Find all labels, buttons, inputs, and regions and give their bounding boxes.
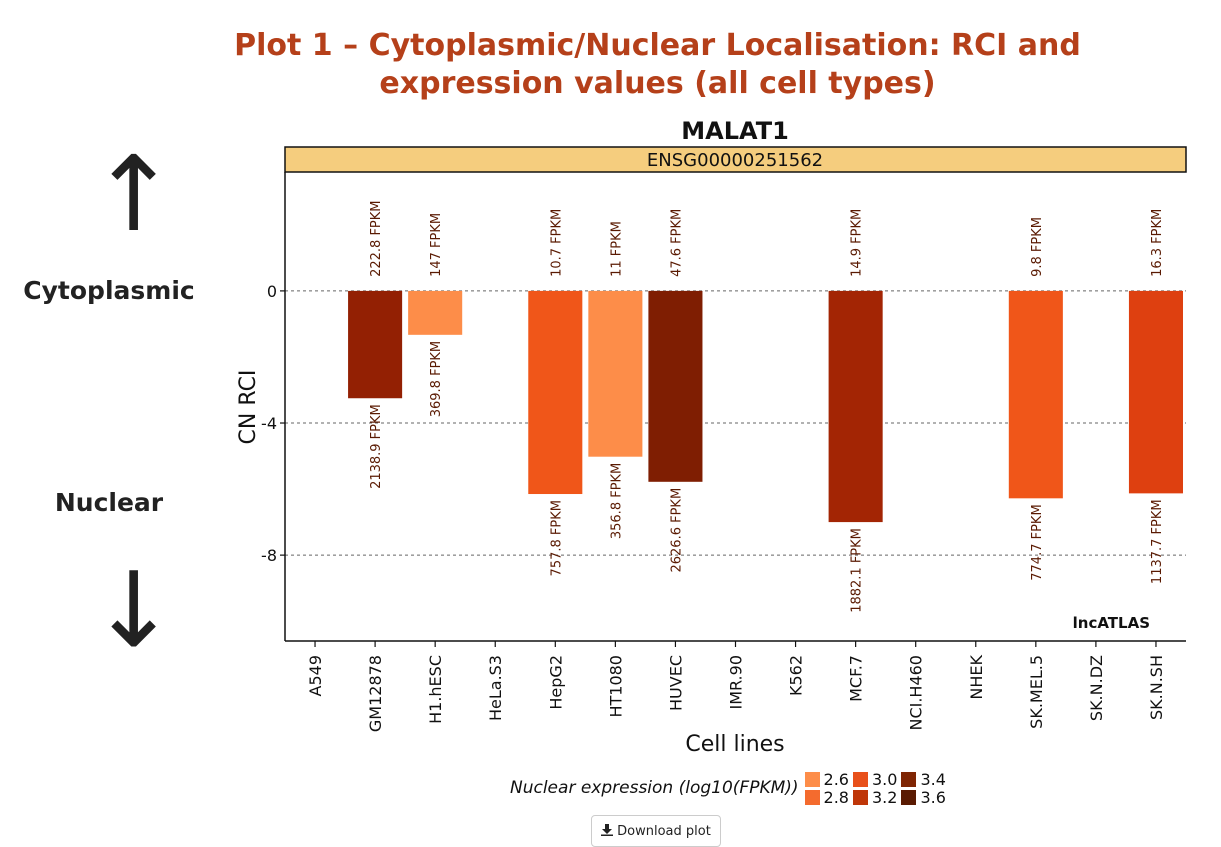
- legend-label: 3.0: [871, 769, 898, 789]
- x-tick-label: SK.N.DZ: [1087, 655, 1106, 721]
- x-tick-label: IMR.90: [727, 655, 746, 710]
- watermark-label: lncATLAS: [1073, 614, 1150, 632]
- bar: [588, 290, 643, 457]
- nuclear-fpkm-label: 369.8 FPKM: [429, 341, 444, 417]
- x-axis-label: Cell lines: [685, 732, 784, 757]
- x-tick-label: K562: [787, 655, 806, 696]
- y-axis-label: CN RCI: [236, 370, 261, 445]
- legend-item: 3.6: [901, 787, 946, 807]
- x-tick-label: GM12878: [366, 655, 385, 732]
- x-tick-label: A549: [306, 655, 325, 696]
- legend-swatch: [901, 789, 917, 805]
- legend-title: Nuclear expression (log10(FPKM)): [510, 778, 799, 798]
- x-tick-label: HepG2: [546, 655, 565, 710]
- legend-swatch: [852, 771, 868, 787]
- bar: [528, 290, 583, 495]
- y-ticks: 0 -4 -8: [261, 282, 285, 565]
- legend-label: 3.2: [871, 787, 898, 807]
- page-title: Plot 1 – Cytoplasmic/Nuclear Localisatio…: [200, 27, 1115, 103]
- nuclear-label: Nuclear: [54, 488, 164, 517]
- page-title-line-1: Plot 1 – Cytoplasmic/Nuclear Localisatio…: [234, 28, 1081, 63]
- nuclear-fpkm-label: 1137.7 FPKM: [1150, 499, 1165, 584]
- download-icon: [601, 824, 614, 839]
- legend-item: 3.2: [852, 787, 898, 807]
- y-tick-label: 0: [267, 282, 277, 301]
- legend-swatch: [804, 789, 820, 805]
- nuclear-fpkm-label: 757.8 FPKM: [549, 500, 564, 576]
- cytoplasmic-fpkm-label: 14.9 FPKM: [850, 209, 865, 277]
- legend-item: 2.6: [804, 769, 849, 789]
- x-tick-label: SK.MEL.5: [1027, 655, 1046, 729]
- legend: Nuclear expression (log10(FPKM)) 2.6 3.0 3…: [510, 768, 946, 808]
- x-ticks: A549 GM12878 H1.hESC HeLa.S3 HepG2 HT1080 HUVE…: [306, 641, 1166, 732]
- chart: MALAT1 ENSG00000251562 222.8 FPKM 2138.9 …: [236, 117, 1187, 757]
- legend-item: 2.8: [804, 787, 849, 807]
- chart-title: MALAT1: [681, 117, 789, 145]
- cytoplasmic-fpkm-label: 9.8 FPKM: [1030, 217, 1045, 277]
- bar: [648, 290, 703, 482]
- nuclear-fpkm-label: 2138.9 FPKM: [369, 404, 384, 489]
- y-tick-label: -8: [261, 546, 277, 565]
- nuclear-fpkm-label: 1882.1 FPKM: [850, 528, 865, 613]
- x-tick-label: MCF.7: [847, 655, 866, 702]
- bar-layer: [348, 290, 1183, 523]
- nuclear-fpkm-label: 2626.6 FPKM: [669, 488, 684, 573]
- cytoplasmic-fpkm-label: 10.7 FPKM: [549, 209, 564, 277]
- legend-item: 3.0: [852, 769, 898, 789]
- nuclear-fpkm-label: 774.7 FPKM: [1030, 504, 1045, 580]
- cytoplasmic-fpkm-label: 16.3 FPKM: [1150, 209, 1165, 277]
- legend-label: 3.4: [920, 769, 946, 789]
- x-tick-label: HT1080: [606, 655, 625, 718]
- bar: [348, 290, 403, 399]
- x-tick-label: H1.hESC: [426, 655, 445, 724]
- download-icon-shape: [601, 824, 614, 836]
- y-tick-label: -4: [261, 414, 277, 433]
- bar: [1128, 290, 1183, 494]
- legend-label: 2.6: [823, 769, 849, 789]
- x-tick-label: NCI.H460: [907, 655, 926, 731]
- cytoplasmic-fpkm-label: 11 FPKM: [609, 221, 624, 277]
- cytoplasmic-fpkm-label: 147 FPKM: [429, 213, 444, 277]
- x-tick-label: HeLa.S3: [486, 655, 505, 721]
- x-tick-label: HUVEC: [666, 655, 685, 711]
- page-title-line-2: expression values (all cell types): [379, 66, 936, 101]
- legend-swatch: [804, 771, 820, 787]
- x-tick-label: NHEK: [967, 654, 986, 699]
- cytoplasmic-fpkm-label: 222.8 FPKM: [369, 200, 384, 276]
- legend-label: 3.6: [920, 787, 946, 807]
- legend-swatch: [852, 789, 868, 805]
- download-plot-button[interactable]: Download plot: [591, 815, 721, 847]
- nuclear-fpkm-label: 356.8 FPKM: [609, 463, 624, 539]
- bar: [828, 290, 883, 523]
- legend-item: 3.4: [901, 769, 946, 789]
- cytoplasmic-fpkm-label: 47.6 FPKM: [669, 209, 684, 277]
- bar: [408, 290, 463, 335]
- label-layer: 222.8 FPKM 2138.9 FPKM 147 FPKM 369.8 FPKM 1…: [369, 200, 1165, 612]
- legend-items: 2.6 3.0 3.4 2.8 3.2 3.6: [804, 769, 946, 807]
- bar: [1008, 290, 1063, 499]
- x-tick-label: SK.N.SH: [1147, 655, 1166, 720]
- download-plot-label: Download plot: [617, 824, 711, 839]
- cytoplasmic-label: Cytoplasmic: [23, 276, 195, 305]
- legend-label: 2.8: [823, 787, 849, 807]
- facet-strip: [284, 146, 1187, 173]
- legend-swatch: [901, 771, 917, 787]
- facet-strip-label: ENSG00000251562: [647, 150, 823, 171]
